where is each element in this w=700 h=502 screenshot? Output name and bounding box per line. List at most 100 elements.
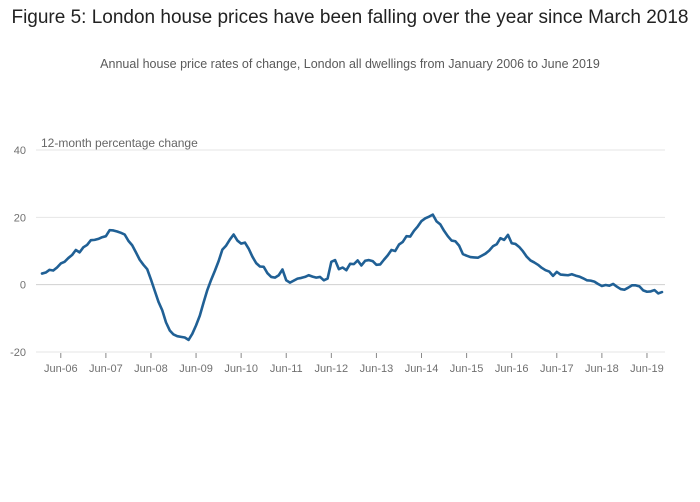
- data-point[interactable]: [344, 268, 349, 273]
- data-point[interactable]: [502, 237, 507, 242]
- x-tick-label: Jun-16: [495, 363, 529, 375]
- data-point[interactable]: [652, 288, 657, 293]
- data-point[interactable]: [160, 308, 165, 313]
- data-point[interactable]: [430, 212, 435, 217]
- data-point[interactable]: [547, 269, 552, 274]
- data-point[interactable]: [152, 288, 157, 293]
- data-point[interactable]: [385, 253, 390, 258]
- data-point[interactable]: [133, 250, 138, 255]
- data-point[interactable]: [378, 262, 383, 267]
- x-tick-label: Jun-09: [179, 363, 213, 375]
- y-tick-label: 40: [14, 145, 26, 157]
- data-point[interactable]: [370, 259, 375, 264]
- x-tick-label: Jun-17: [540, 363, 574, 375]
- data-point[interactable]: [220, 247, 225, 252]
- data-point[interactable]: [126, 238, 131, 243]
- data-point[interactable]: [197, 313, 202, 318]
- data-point[interactable]: [103, 234, 108, 239]
- data-point[interactable]: [77, 250, 82, 255]
- data-point[interactable]: [442, 228, 447, 233]
- data-point[interactable]: [333, 258, 338, 263]
- series-group: [40, 212, 665, 342]
- data-point[interactable]: [660, 290, 665, 295]
- data-point[interactable]: [201, 300, 206, 305]
- data-point[interactable]: [148, 277, 153, 282]
- x-tick-label: Jun-12: [315, 363, 349, 375]
- data-point[interactable]: [122, 232, 127, 237]
- data-point[interactable]: [224, 243, 229, 248]
- data-point[interactable]: [400, 239, 405, 244]
- data-point[interactable]: [415, 224, 420, 229]
- chart-title: Figure 5: London house prices have been …: [11, 7, 689, 28]
- data-point[interactable]: [381, 257, 386, 262]
- data-point[interactable]: [186, 337, 191, 342]
- data-point[interactable]: [62, 259, 67, 264]
- data-point[interactable]: [137, 257, 142, 262]
- data-point[interactable]: [355, 258, 360, 263]
- x-tick-label: Jun-19: [630, 363, 664, 375]
- data-point[interactable]: [246, 246, 251, 251]
- x-tick-label: Jun-11: [270, 363, 303, 375]
- data-point[interactable]: [242, 240, 247, 245]
- data-point[interactable]: [167, 328, 172, 333]
- gridlines: [36, 149, 665, 353]
- data-point[interactable]: [351, 262, 356, 267]
- data-point[interactable]: [145, 267, 150, 272]
- data-point[interactable]: [130, 243, 135, 248]
- data-point[interactable]: [205, 288, 210, 293]
- data-point[interactable]: [265, 271, 270, 276]
- data-point[interactable]: [55, 265, 60, 270]
- data-point[interactable]: [261, 264, 266, 269]
- x-tick-marks: [60, 353, 648, 358]
- data-point[interactable]: [227, 237, 232, 242]
- x-tick-label: Jun-14: [405, 363, 439, 375]
- x-tick-label: Jun-15: [450, 363, 484, 375]
- data-point[interactable]: [164, 320, 169, 325]
- data-point[interactable]: [231, 232, 236, 237]
- x-tick-label: Jun-06: [44, 363, 78, 375]
- y-tick-label: 20: [14, 212, 26, 224]
- x-tick-label: Jun-10: [224, 363, 258, 375]
- data-point[interactable]: [520, 249, 525, 254]
- data-point[interactable]: [359, 263, 364, 268]
- data-point[interactable]: [487, 248, 492, 253]
- data-point[interactable]: [445, 234, 450, 239]
- y-tick-labels: -20 0 20 40: [10, 145, 26, 359]
- data-point[interactable]: [156, 299, 161, 304]
- data-point[interactable]: [141, 262, 146, 267]
- x-tick-labels: Jun-06 Jun-07 Jun-08 Jun-09 Jun-10 Jun-11 Jun-…: [44, 363, 664, 375]
- data-point[interactable]: [190, 331, 195, 336]
- data-point[interactable]: [194, 323, 199, 328]
- data-point[interactable]: [453, 239, 458, 244]
- data-point[interactable]: [457, 243, 462, 248]
- x-tick-label: Jun-18: [585, 363, 619, 375]
- data-point[interactable]: [276, 273, 281, 278]
- data-point[interactable]: [209, 277, 214, 282]
- data-point[interactable]: [216, 259, 221, 264]
- data-point[interactable]: [280, 267, 285, 272]
- data-point[interactable]: [438, 222, 443, 227]
- data-point[interactable]: [408, 234, 413, 239]
- data-point[interactable]: [517, 244, 522, 249]
- data-point[interactable]: [393, 249, 398, 254]
- data-point[interactable]: [494, 242, 499, 247]
- data-point[interactable]: [637, 284, 642, 289]
- series-line: [40, 213, 664, 342]
- y-tick-label: -20: [10, 347, 26, 359]
- x-tick-label: Jun-13: [360, 363, 394, 375]
- data-point[interactable]: [85, 242, 90, 247]
- data-point[interactable]: [505, 232, 510, 237]
- data-point[interactable]: [551, 273, 556, 278]
- data-point[interactable]: [325, 276, 330, 281]
- data-point[interactable]: [250, 254, 255, 259]
- y-tick-label: 0: [20, 280, 26, 292]
- data-point[interactable]: [524, 254, 529, 259]
- data-point[interactable]: [254, 261, 259, 266]
- data-point[interactable]: [412, 228, 417, 233]
- data-point[interactable]: [70, 253, 75, 258]
- data-point[interactable]: [318, 274, 323, 279]
- data-point[interactable]: [212, 268, 217, 273]
- x-tick-label: Jun-07: [89, 363, 123, 375]
- x-tick-label: Jun-08: [134, 363, 168, 375]
